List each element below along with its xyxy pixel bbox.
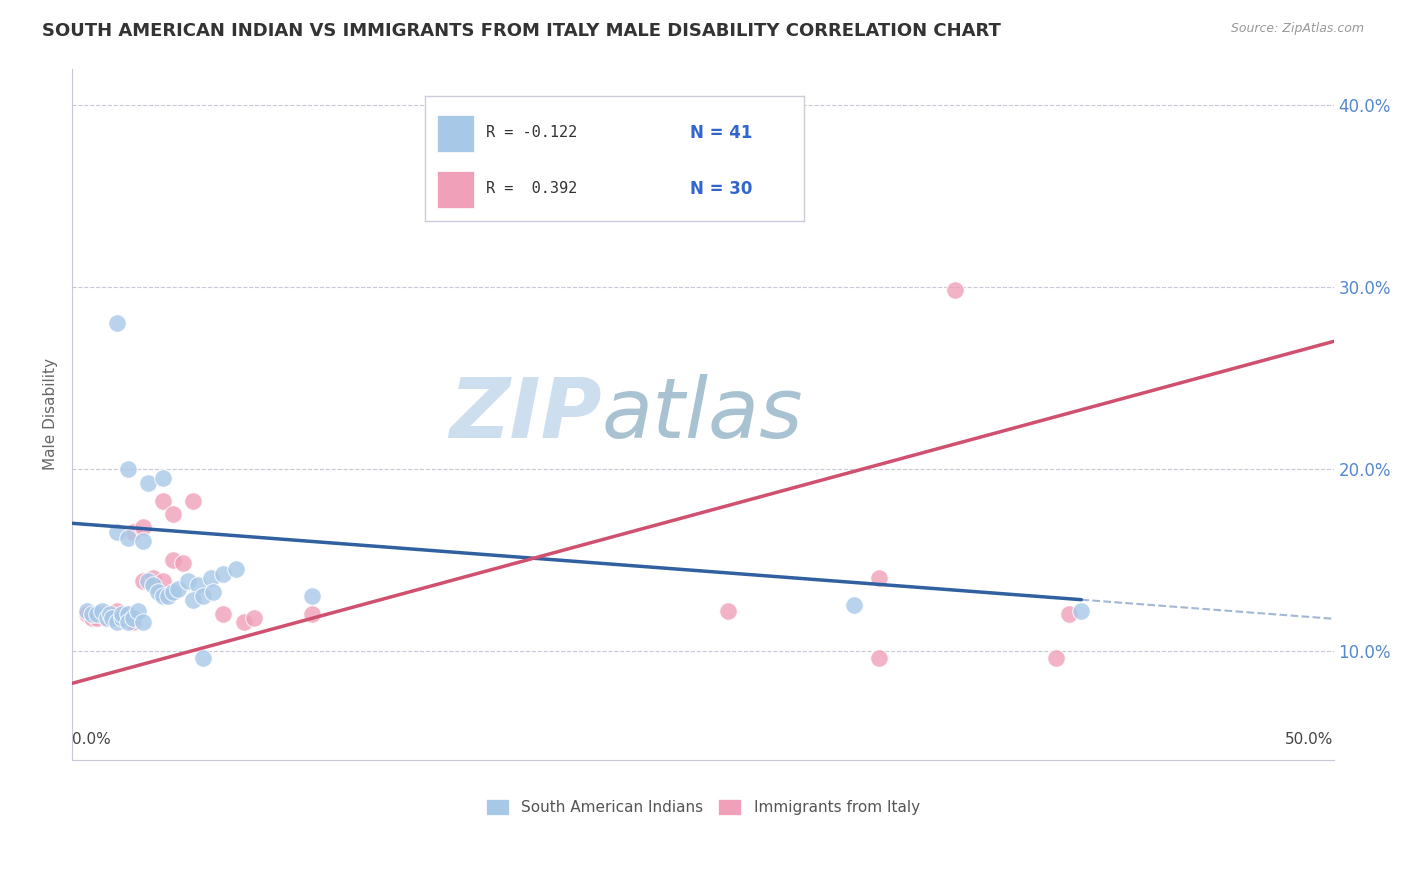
Point [117,461,139,475]
Point [225,562,247,576]
Point [96,611,118,625]
Point [142,571,165,585]
Point [96,611,118,625]
Text: 0.0%: 0.0% [72,732,111,747]
Point [1070,604,1092,618]
Point [91,607,114,622]
Point [121,615,143,629]
Point [86,607,108,622]
Point [162,507,184,521]
Point [111,607,134,622]
Point [162,585,184,599]
Point [107,316,129,330]
Text: 50.0%: 50.0% [1285,732,1334,747]
Point [212,607,235,622]
Point [127,604,149,618]
Point [131,615,153,629]
Point [91,604,114,618]
Point [212,567,235,582]
Point [111,611,134,625]
Point [107,604,129,618]
Point [232,615,254,629]
Point [181,592,204,607]
Point [117,607,139,622]
Point [131,534,153,549]
Point [193,589,215,603]
Y-axis label: Male Disability: Male Disability [44,359,58,470]
Point [177,574,200,589]
Point [111,611,134,625]
Point [152,589,174,603]
Point [301,607,323,622]
Point [107,615,129,629]
Point [117,531,139,545]
Point [82,607,104,622]
Point [301,589,323,603]
Point [193,651,215,665]
Point [202,585,225,599]
Point [1045,651,1067,665]
Point [107,525,129,540]
Point [101,611,124,625]
Text: SOUTH AMERICAN INDIAN VS IMMIGRANTS FROM ITALY MALE DISABILITY CORRELATION CHART: SOUTH AMERICAN INDIAN VS IMMIGRANTS FROM… [42,22,1001,40]
Point [868,651,890,665]
Point [76,604,98,618]
Point [146,585,169,599]
Point [136,476,159,491]
Point [187,578,209,592]
Point [181,494,204,508]
Point [131,520,153,534]
Point [142,578,165,592]
Point [943,284,966,298]
Point [167,582,190,596]
Point [117,615,139,629]
Point [82,611,104,625]
Point [1057,607,1080,622]
Point [152,494,174,508]
Point [152,574,174,589]
Point [98,607,121,622]
Text: atlas: atlas [602,374,803,455]
Legend: South American Indians, Immigrants from Italy: South American Indians, Immigrants from … [479,793,925,822]
Point [131,574,153,589]
Point [156,589,179,603]
Point [844,598,866,612]
Point [86,611,108,625]
Point [242,611,264,625]
Point [101,607,124,622]
Point [76,607,98,622]
Point [152,471,174,485]
Point [121,611,143,625]
Point [717,604,740,618]
Text: Source: ZipAtlas.com: Source: ZipAtlas.com [1230,22,1364,36]
Point [136,574,159,589]
Point [162,552,184,566]
Point [868,571,890,585]
Point [121,525,143,540]
Point [200,571,222,585]
Point [172,557,194,571]
Point [117,607,139,622]
Text: ZIP: ZIP [450,374,602,455]
